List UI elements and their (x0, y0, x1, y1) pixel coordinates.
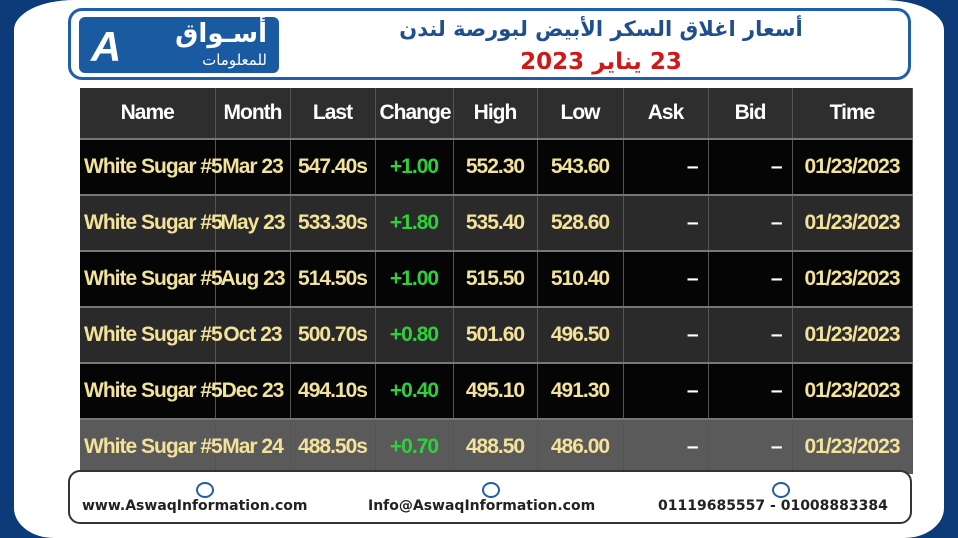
table-cell: – (623, 362, 709, 419)
table-row: White Sugar #5 Mar 23 547.40s +1.00 552.30 54… (80, 138, 913, 195)
table-cell: Oct 23 (215, 306, 291, 363)
table-cell: 01/23/2023 (792, 194, 913, 251)
table-cell: 515.50 (453, 250, 538, 307)
table-cell: – (623, 418, 709, 474)
column-header: Bid (708, 88, 793, 139)
column-header: Low (537, 88, 624, 139)
footer: www.AswaqInformation.com Info@AswaqInfor… (68, 470, 912, 524)
table-cell: – (708, 194, 793, 251)
email: Info@AswaqInformation.com (368, 498, 596, 514)
table-cell: – (623, 138, 709, 195)
table-cell: 533.30s (290, 194, 376, 251)
table-cell: 514.50s (290, 250, 376, 307)
mail-icon (482, 482, 500, 498)
table-cell: Dec 23 (215, 362, 291, 419)
table-row: White Sugar #5 Oct 23 500.70s +0.80 501.60 49… (80, 306, 913, 363)
table-cell: May 23 (215, 194, 291, 251)
table-cell: 535.40 (453, 194, 538, 251)
table-row: White Sugar #5 Dec 23 494.10s +0.40 495.10 49… (80, 362, 913, 419)
table-cell: +1.00 (375, 250, 454, 307)
phone: 01119685557 - 01008883384 (658, 498, 888, 514)
table-cell: 552.30 (453, 138, 538, 195)
table-cell: White Sugar #5 (80, 194, 223, 251)
table-cell: – (708, 138, 793, 195)
web-icon (196, 482, 214, 498)
table-cell: – (623, 194, 709, 251)
table-cell: – (708, 250, 793, 307)
table-body: White Sugar #5 Mar 23 547.40s +1.00 552.30 54… (80, 138, 913, 474)
header: A أسـواق للمعلومات أسعار اغلاق السكر الأ… (68, 8, 911, 80)
table-cell: – (623, 250, 709, 307)
header-row: Name Month Last Change High Low Ask Bid Time (80, 88, 913, 139)
table-row: White Sugar #5 May 23 533.30s +1.80 535.40 52… (80, 194, 913, 251)
table-cell: +0.40 (375, 362, 454, 419)
table-cell: – (708, 306, 793, 363)
table-cell: White Sugar #5 (80, 418, 223, 474)
price-table: Name Month Last Change High Low Ask Bid Time Whi… (80, 88, 913, 474)
column-header: Month (215, 88, 291, 139)
date: 23 يناير 2023 (520, 49, 682, 75)
table-cell: White Sugar #5 (80, 138, 223, 195)
table-cell: +0.70 (375, 418, 454, 474)
table-cell: Aug 23 (215, 250, 291, 307)
table-cell: +1.00 (375, 138, 454, 195)
table-cell: 528.60 (537, 194, 624, 251)
column-header: Last (290, 88, 376, 139)
table-cell: 491.30 (537, 362, 624, 419)
table-cell: 486.00 (537, 418, 624, 474)
table-cell: Mar 23 (215, 138, 291, 195)
logo-sub: للمعلومات (202, 51, 267, 69)
column-header: Change (375, 88, 454, 139)
title: أسعار اغلاق السكر الأبيض لبورصة لندن (399, 17, 803, 41)
table-cell: – (708, 418, 793, 474)
table-cell: 488.50s (290, 418, 376, 474)
table-cell: 500.70s (290, 306, 376, 363)
table-row: White Sugar #5 Aug 23 514.50s +1.00 515.50 51… (80, 250, 913, 307)
website: www.AswaqInformation.com (82, 498, 308, 514)
logo-main: أسـواق (175, 19, 267, 49)
table-cell: 510.40 (537, 250, 624, 307)
column-header: Ask (623, 88, 709, 139)
table-cell: 543.60 (537, 138, 624, 195)
table-cell: 496.50 (537, 306, 624, 363)
table-cell: 495.10 (453, 362, 538, 419)
table-cell: 488.50 (453, 418, 538, 474)
table-cell: 494.10s (290, 362, 376, 419)
table-cell: 01/23/2023 (792, 250, 913, 307)
table-cell: +0.80 (375, 306, 454, 363)
table-cell: – (708, 362, 793, 419)
table-cell: 501.60 (453, 306, 538, 363)
column-header: Time (792, 88, 913, 139)
phone-icon (772, 482, 790, 498)
table-cell: 01/23/2023 (792, 306, 913, 363)
table-cell: +1.80 (375, 194, 454, 251)
table-row: White Sugar #5 Mar 24 488.50s +0.70 488.50 48… (80, 418, 913, 474)
logo-mark: A (91, 23, 122, 70)
table-cell: White Sugar #5 (80, 362, 223, 419)
column-header: Name (80, 88, 216, 139)
table-cell: White Sugar #5 (80, 306, 223, 363)
table-cell: – (623, 306, 709, 363)
table-cell: Mar 24 (215, 418, 291, 474)
table-cell: 01/23/2023 (792, 138, 913, 195)
table-cell: 01/23/2023 (792, 362, 913, 419)
table-cell: 01/23/2023 (792, 418, 913, 474)
column-header: High (453, 88, 538, 139)
table-cell: 547.40s (290, 138, 376, 195)
logo: A أسـواق للمعلومات (79, 17, 279, 73)
table-cell: White Sugar #5 (80, 250, 223, 307)
